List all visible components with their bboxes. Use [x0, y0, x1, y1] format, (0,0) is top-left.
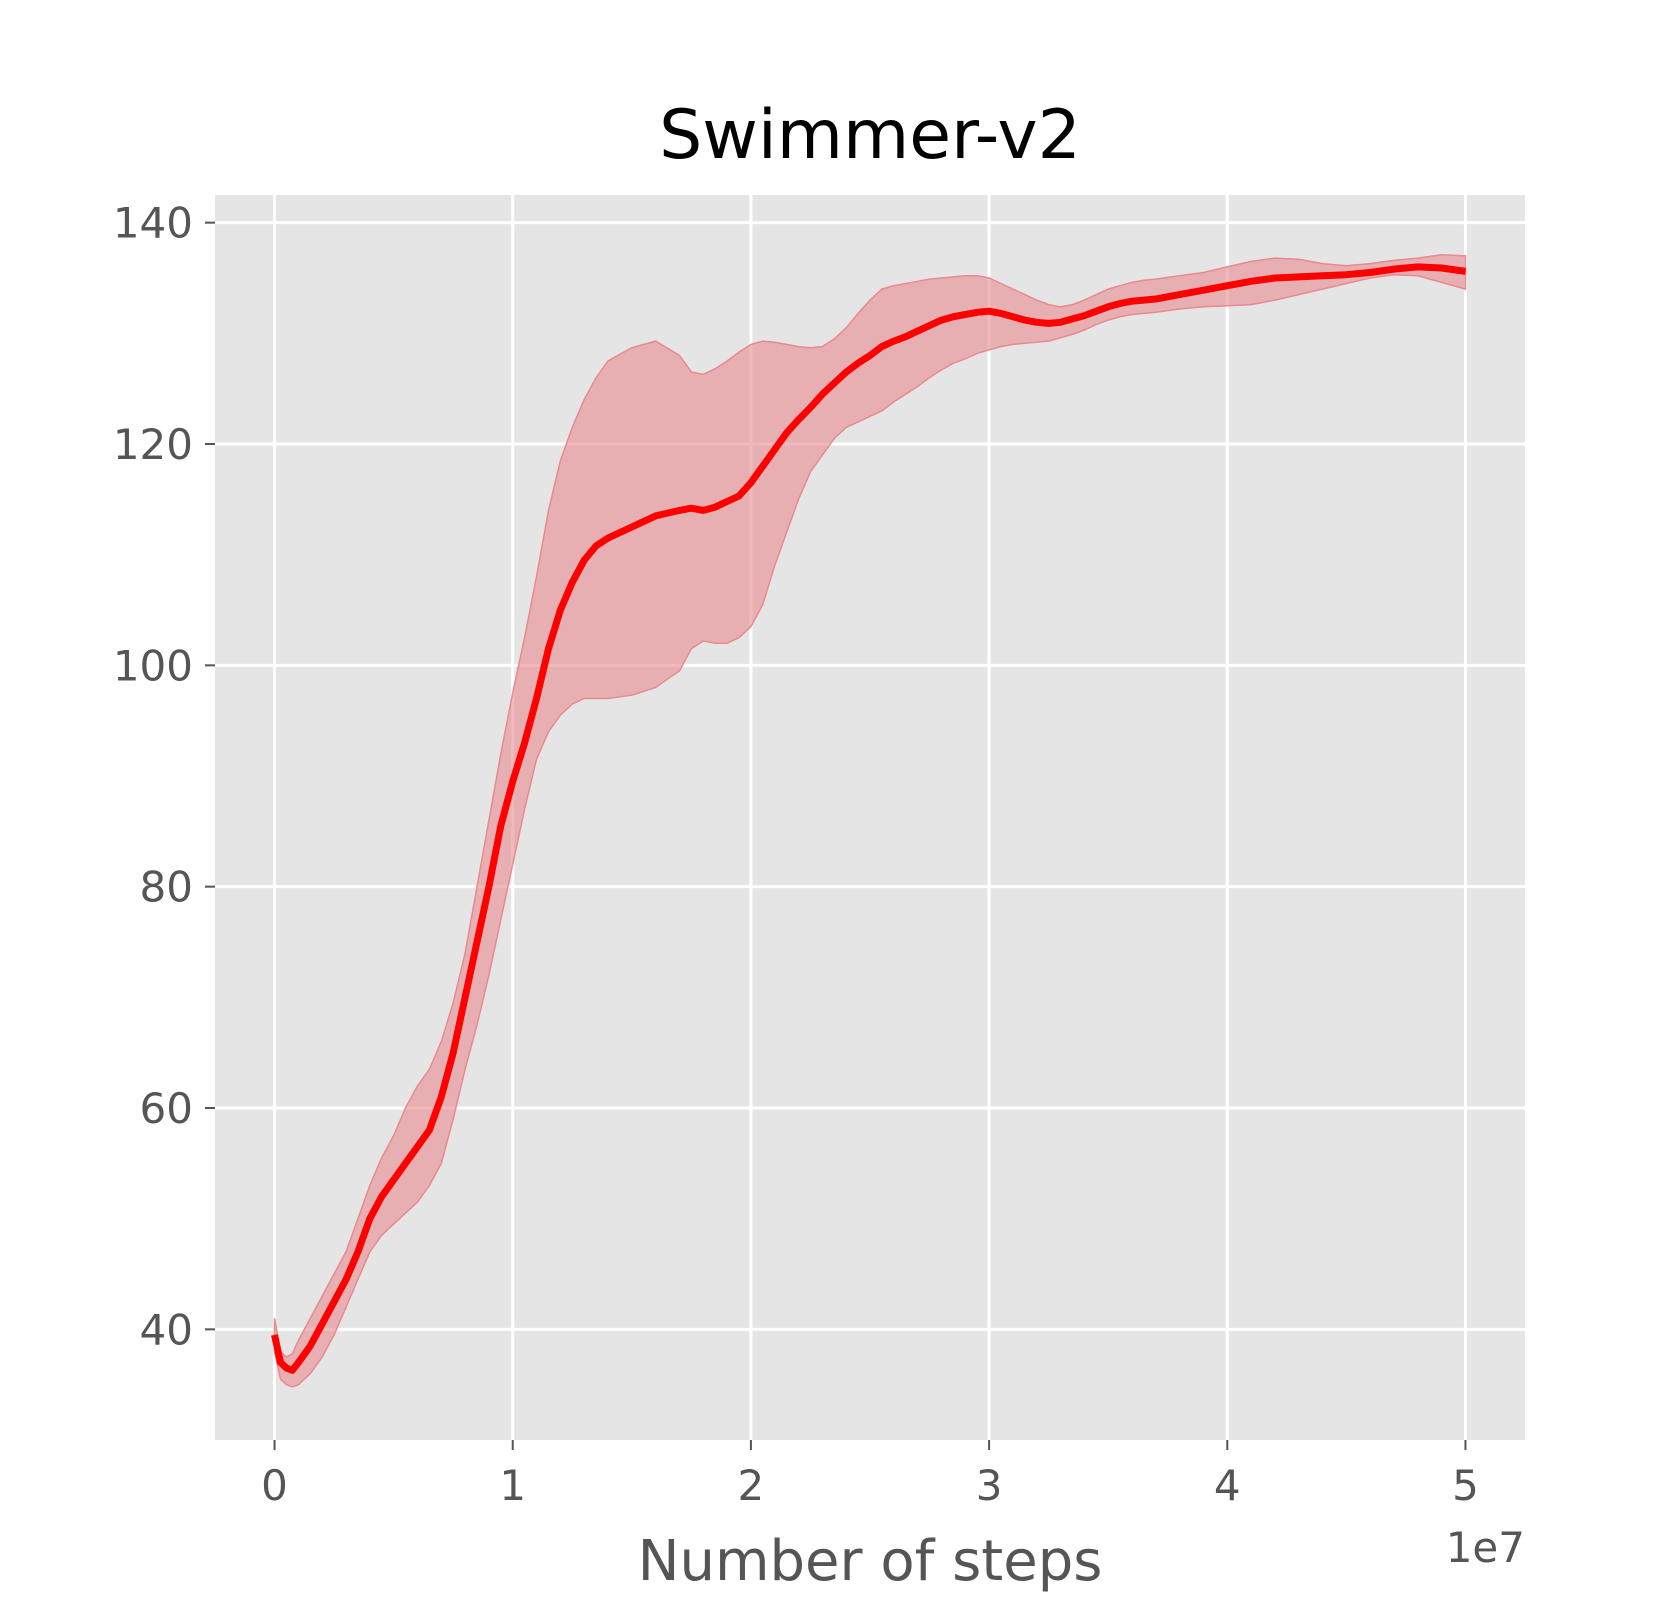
mean-line-0: [271, 263, 1466, 1374]
y-tick-label-1: 60: [140, 1084, 193, 1133]
y-axis-ticks: 40 60 80 100 120 140: [113, 199, 215, 1354]
x-tick-label-5: 5: [1452, 1461, 1479, 1510]
confidence-band-layer: [273, 254, 1467, 1388]
y-tick-label-0: 40: [140, 1305, 193, 1354]
x-axis-offset-label: 1e7: [1446, 1523, 1525, 1572]
y-tick-label-2: 80: [140, 863, 193, 912]
x-tick-label-2: 2: [738, 1461, 765, 1510]
x-axis-label: Number of steps: [638, 1529, 1103, 1594]
x-tick-label-3: 3: [976, 1461, 1003, 1510]
chart-title: Swimmer-v2: [659, 96, 1081, 175]
x-axis-ticks: 0 1 2 3 4 5: [261, 1440, 1479, 1510]
x-tick-label-1: 1: [499, 1461, 526, 1510]
y-tick-label-5: 140: [113, 199, 193, 248]
y-tick-label-3: 100: [113, 641, 193, 690]
x-tick-label-0: 0: [261, 1461, 288, 1510]
line-layer: [271, 263, 1466, 1374]
y-tick-label-4: 120: [113, 420, 193, 469]
x-tick-label-4: 4: [1214, 1461, 1241, 1510]
confidence-band-0: [273, 254, 1467, 1388]
